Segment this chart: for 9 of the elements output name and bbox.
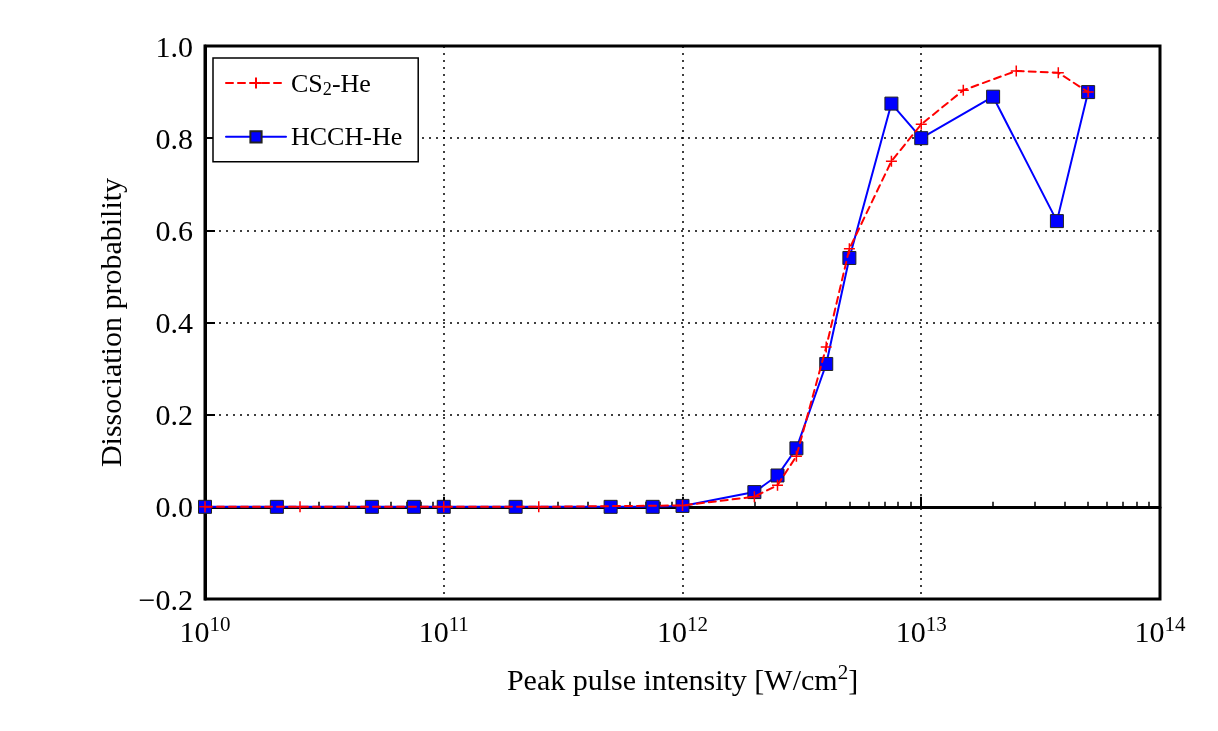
y-axis-title: Dissociation probability <box>93 177 127 468</box>
y-tick-label: 0.8 <box>155 121 193 155</box>
y-tick-label: 0.4 <box>155 306 193 339</box>
y-tick-label: 0.6 <box>155 213 193 247</box>
y-tick-label: 1.0 <box>155 29 193 63</box>
y-tick-label: −0.2 <box>138 582 193 616</box>
legend-label: HCCH-He <box>291 122 403 152</box>
y-tick-label: 0.0 <box>155 490 193 524</box>
y-tick-label: 0.2 <box>155 398 193 432</box>
